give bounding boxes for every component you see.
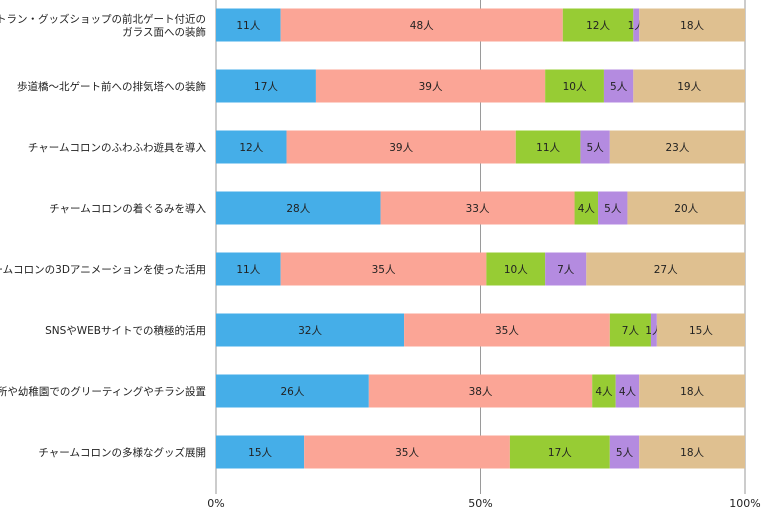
- bar-2-3: [580, 130, 610, 164]
- bar-5-2: [609, 313, 651, 347]
- bar-1-3: [603, 69, 634, 103]
- bar-0-1: [280, 8, 563, 42]
- data-label-2-4: 23人: [665, 142, 689, 154]
- data-label-2-1: 39人: [389, 142, 413, 154]
- data-label-5-1: 35人: [495, 325, 519, 337]
- data-label-0-2: 12人: [586, 20, 610, 32]
- data-label-7-3: 5人: [616, 447, 634, 459]
- bar-3-2: [574, 191, 599, 225]
- bar-4-4: [586, 252, 745, 286]
- data-label-3-1: 33人: [466, 203, 490, 215]
- category-label-0-0: レストラン・グッズショップの前北ゲート付近の: [0, 13, 206, 26]
- bar-6-3: [615, 374, 640, 408]
- data-label-2-2: 11人: [536, 142, 560, 154]
- data-label-4-2: 10人: [504, 264, 528, 276]
- data-label-3-4: 20人: [674, 203, 698, 215]
- data-label-5-0: 32人: [298, 325, 322, 337]
- bar-1-1: [315, 69, 546, 103]
- data-label-7-0: 15人: [248, 447, 272, 459]
- bar-4-0: [216, 252, 281, 286]
- bar-6-4: [639, 374, 745, 408]
- bar-4-2: [486, 252, 546, 286]
- bar-1-4: [633, 69, 745, 103]
- bar-7-2: [509, 435, 610, 469]
- bar-2-2: [515, 130, 581, 164]
- category-label-6: 保育所や幼稚園でのグリーティングやチラシ設置: [0, 385, 206, 398]
- bar-2-0: [216, 130, 287, 164]
- data-label-6-2: 4人: [595, 386, 613, 398]
- bar-4-3: [545, 252, 587, 286]
- bar-1-0: [216, 69, 316, 103]
- bar-5-4: [656, 313, 745, 347]
- bar-4-1: [280, 252, 487, 286]
- bar-6-0: [216, 374, 369, 408]
- data-label-7-4: 18人: [680, 447, 704, 459]
- x-tick-label-50: 50%: [468, 497, 492, 510]
- bar-1-2: [545, 69, 604, 103]
- data-label-6-1: 38人: [469, 386, 493, 398]
- bar-5-1: [404, 313, 610, 347]
- bar-3-1: [380, 191, 575, 225]
- data-label-7-2: 17人: [548, 447, 572, 459]
- data-label-7-1: 35人: [395, 447, 419, 459]
- bar-7-1: [304, 435, 510, 469]
- data-label-1-4: 19人: [677, 81, 701, 93]
- x-tick-label-0: 0%: [207, 497, 224, 510]
- data-label-5-2: 7人: [622, 325, 640, 337]
- category-label-3: チャームコロンの着ぐるみを導入: [49, 202, 206, 215]
- bar-7-4: [639, 435, 745, 469]
- data-label-4-0: 11人: [236, 264, 260, 276]
- x-tick-label-100: 100%: [729, 497, 760, 510]
- category-label-7: チャームコロンの多様なグッズ展開: [38, 446, 206, 459]
- bar-5-3: [650, 313, 657, 347]
- bar-3-4: [627, 191, 745, 225]
- category-label-0-1: ガラス面への装飾: [122, 26, 206, 39]
- data-label-3-3: 5人: [604, 203, 622, 215]
- bar-0-4: [639, 8, 745, 42]
- data-label-0-0: 11人: [236, 20, 260, 32]
- bar-3-3: [598, 191, 628, 225]
- data-label-4-1: 35人: [372, 264, 396, 276]
- bar-7-3: [609, 435, 640, 469]
- data-label-1-0: 17人: [254, 81, 278, 93]
- data-label-1-2: 10人: [563, 81, 587, 93]
- data-label-1-1: 39人: [419, 81, 443, 93]
- bar-3-0: [216, 191, 381, 225]
- data-label-0-1: 48人: [410, 20, 434, 32]
- bar-2-4: [609, 130, 745, 164]
- data-label-0-4: 18人: [680, 20, 704, 32]
- data-label-4-3: 7人: [557, 264, 575, 276]
- data-label-4-4: 27人: [654, 264, 678, 276]
- bar-6-1: [368, 374, 593, 408]
- data-label-5-4: 15人: [689, 325, 713, 337]
- data-label-6-4: 18人: [680, 386, 704, 398]
- category-label-2: チャームコロンのふわふわ遊具を導入: [28, 141, 207, 154]
- bar-2-1: [286, 130, 516, 164]
- data-label-6-0: 26人: [280, 386, 304, 398]
- data-label-3-0: 28人: [286, 203, 310, 215]
- bar-5-0: [216, 313, 405, 347]
- data-label-6-3: 4人: [619, 386, 637, 398]
- data-label-2-0: 12人: [239, 142, 263, 154]
- bar-7-0: [216, 435, 305, 469]
- category-label-1: 歩道橋～北ゲート前への排気塔への装飾: [17, 80, 206, 93]
- bar-0-2: [562, 8, 634, 42]
- data-label-1-3: 5人: [610, 81, 628, 93]
- bar-0-3: [633, 8, 640, 42]
- bar-6-2: [592, 374, 616, 408]
- category-label-4: チャームコロンの3Dアニメーションを使った活用: [0, 263, 206, 276]
- bar-0-0: [216, 8, 281, 42]
- data-label-3-2: 4人: [578, 203, 596, 215]
- category-label-5: SNSやWEBサイトでの積極的活用: [45, 324, 206, 337]
- data-label-2-3: 5人: [587, 142, 605, 154]
